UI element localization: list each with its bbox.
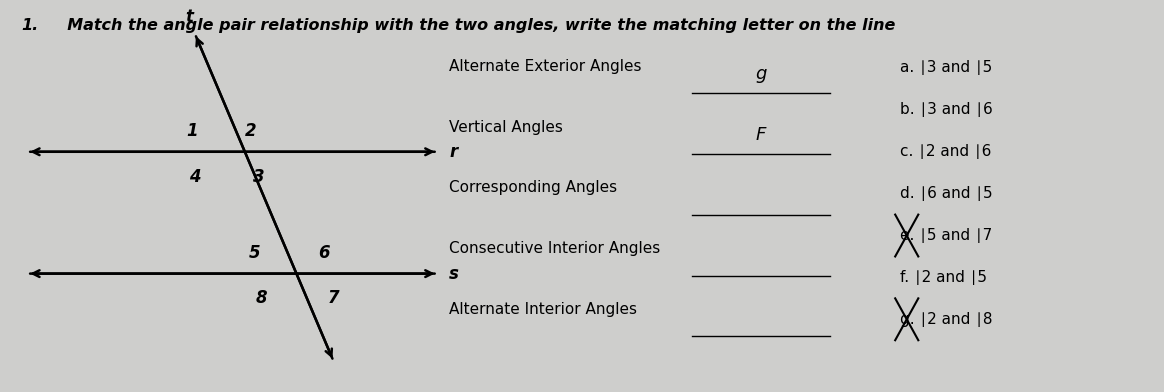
Text: Alternate Interior Angles: Alternate Interior Angles: [449, 302, 637, 317]
Text: 2: 2: [244, 122, 256, 140]
Text: Alternate Exterior Angles: Alternate Exterior Angles: [449, 58, 641, 74]
Text: F: F: [755, 125, 766, 143]
Text: 1.: 1.: [21, 18, 38, 33]
Text: 8: 8: [256, 289, 268, 307]
Text: s: s: [449, 265, 459, 283]
Text: 4: 4: [189, 167, 200, 185]
Text: 1: 1: [186, 122, 198, 140]
Text: 7: 7: [328, 289, 340, 307]
Text: a. ∣3 and ∣5: a. ∣3 and ∣5: [900, 60, 992, 76]
Text: c. ∣2 and ∣6: c. ∣2 and ∣6: [900, 144, 992, 159]
Text: t: t: [185, 8, 193, 26]
Text: Consecutive Interior Angles: Consecutive Interior Angles: [449, 241, 660, 256]
Text: 6: 6: [319, 244, 331, 262]
Text: Match the angle pair relationship with the two angles, write the matching letter: Match the angle pair relationship with t…: [56, 18, 895, 33]
Text: g: g: [755, 65, 767, 83]
Text: g. ∣2 and ∣8: g. ∣2 and ∣8: [900, 312, 992, 327]
Text: Corresponding Angles: Corresponding Angles: [449, 180, 617, 196]
Text: 5: 5: [249, 244, 261, 262]
Text: b. ∣3 and ∣6: b. ∣3 and ∣6: [900, 102, 993, 117]
Text: f. ∣2 and ∣5: f. ∣2 and ∣5: [900, 270, 987, 285]
Text: Vertical Angles: Vertical Angles: [449, 120, 563, 134]
Text: r: r: [449, 143, 457, 161]
Text: d. ∣6 and ∣5: d. ∣6 and ∣5: [900, 186, 993, 201]
Text: 3: 3: [253, 167, 264, 185]
Text: e. ∣5 and ∣7: e. ∣5 and ∣7: [900, 228, 992, 243]
